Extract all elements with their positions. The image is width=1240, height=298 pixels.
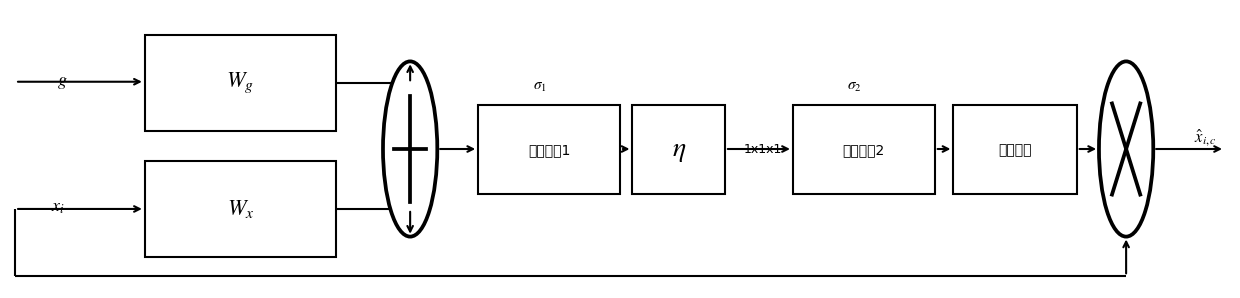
Text: $\eta$: $\eta$ <box>672 136 686 164</box>
Text: $\sigma_1$: $\sigma_1$ <box>533 79 547 94</box>
Text: $g$: $g$ <box>57 73 67 91</box>
Bar <box>792 105 935 194</box>
Text: 激活函数1: 激活函数1 <box>528 143 570 157</box>
Text: $\hat{x}_{i,c}$: $\hat{x}_{i,c}$ <box>1194 128 1216 149</box>
Ellipse shape <box>1099 61 1153 237</box>
Bar <box>145 35 336 131</box>
Text: $x_i$: $x_i$ <box>51 198 66 216</box>
Bar <box>479 105 620 194</box>
Text: $W_x$: $W_x$ <box>227 198 254 220</box>
Text: 重采样器: 重采样器 <box>998 143 1032 157</box>
Text: 1x1x1: 1x1x1 <box>744 143 781 156</box>
Bar <box>145 161 336 257</box>
Ellipse shape <box>383 61 438 237</box>
Text: $W_g$: $W_g$ <box>227 71 254 95</box>
Text: $\sigma_2$: $\sigma_2$ <box>847 79 862 94</box>
Bar <box>632 105 725 194</box>
Bar <box>954 105 1076 194</box>
Text: 激活函数2: 激活函数2 <box>843 143 885 157</box>
